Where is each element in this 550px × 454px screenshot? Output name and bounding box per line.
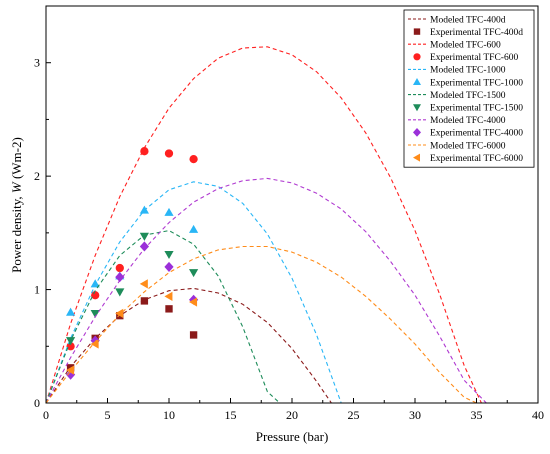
data-point-experimental-tfc-600 — [140, 147, 148, 155]
legend-label: Modeled TFC-1500 — [430, 91, 506, 101]
legend-label: Experimental TFC-4000 — [430, 129, 523, 139]
data-point-experimental-tfc-1000 — [66, 308, 75, 316]
x-tick-label: 0 — [43, 408, 49, 422]
x-axis-title: Pressure (bar) — [256, 429, 329, 444]
legend-label: Modeled TFC-600 — [430, 41, 501, 51]
legend-item: Experimental TFC-4000 — [413, 128, 523, 139]
data-point-experimental-tfc-600 — [189, 155, 197, 163]
y-axis-title-prefix: Power density, — [9, 193, 24, 273]
legend-label: Experimental TFC-6000 — [430, 154, 523, 164]
data-point-experimental-tfc-6000 — [164, 292, 172, 301]
x-axis: 0 5 10 15 20 25 30 35 40 — [43, 398, 544, 422]
data-point-experimental-tfc-1000 — [140, 206, 149, 214]
legend-label: Modeled TFC-400d — [430, 15, 506, 25]
legend-label: Modeled TFC-6000 — [430, 141, 506, 151]
data-point-experimental-tfc-6000 — [140, 279, 148, 288]
legend-item: Experimental TFC-600 — [413, 53, 518, 63]
model-curve-modeled-tfc-4000 — [46, 178, 486, 403]
y-tick-label: 2 — [34, 169, 40, 183]
data-point-experimental-tfc-600 — [165, 149, 173, 157]
data-point-experimental-tfc-600 — [116, 264, 124, 272]
legend-label: Modeled TFC-4000 — [430, 116, 506, 126]
legend-marker-swatch — [414, 28, 420, 34]
series-modeled-tfc-6000 — [46, 247, 477, 404]
legend-item: Experimental TFC-6000 — [413, 154, 523, 164]
series-modeled-tfc-400d — [46, 288, 331, 403]
legend-item: Experimental TFC-400d — [414, 28, 523, 38]
legend-label: Experimental TFC-600 — [430, 53, 518, 63]
data-point-experimental-tfc-1500 — [164, 251, 173, 259]
legend-label: Experimental TFC-1500 — [430, 104, 523, 114]
data-point-experimental-tfc-1500 — [189, 269, 198, 277]
model-curve-modeled-tfc-6000 — [46, 247, 477, 404]
data-point-experimental-tfc-1000 — [189, 225, 198, 233]
x-tick-label: 25 — [348, 408, 360, 422]
legend-marker-swatch — [413, 53, 420, 60]
series-experimental-tfc-1000 — [66, 206, 198, 316]
y-tick-label: 0 — [34, 396, 40, 410]
data-point-experimental-tfc-1500 — [115, 288, 124, 296]
series-experimental-tfc-6000 — [66, 279, 197, 374]
legend-label: Modeled TFC-1000 — [430, 66, 506, 76]
data-point-experimental-tfc-4000 — [140, 241, 149, 251]
legend: Modeled TFC-400d Experimental TFC-400d Mod… — [404, 10, 534, 167]
y-tick-label: 3 — [34, 56, 40, 70]
x-tick-label: 20 — [286, 408, 298, 422]
series-modeled-tfc-4000 — [46, 178, 486, 403]
series-experimental-tfc-1500 — [66, 233, 198, 345]
data-point-experimental-tfc-1500 — [140, 233, 149, 241]
data-point-experimental-tfc-1000 — [164, 208, 173, 216]
data-point-experimental-tfc-400d — [141, 297, 148, 304]
model-curve-modeled-tfc-400d — [46, 288, 331, 403]
data-point-experimental-tfc-400d — [165, 305, 172, 312]
x-tick-label: 5 — [105, 408, 111, 422]
x-tick-label: 35 — [471, 408, 483, 422]
series-experimental-tfc-600 — [66, 147, 197, 350]
y-axis-title: Power density, W (Wm-2) — [9, 137, 24, 273]
x-tick-label: 40 — [532, 408, 544, 422]
y-axis-title-unit: (Wm-2) — [9, 137, 24, 182]
legend-item: Experimental TFC-1500 — [413, 104, 523, 114]
legend-label: Experimental TFC-400d — [430, 28, 523, 38]
y-axis: 0 1 2 3 — [34, 56, 51, 410]
y-tick-label: 1 — [34, 283, 40, 297]
data-point-experimental-tfc-4000 — [115, 272, 124, 282]
x-tick-label: 15 — [225, 408, 237, 422]
legend-label: Experimental TFC-1000 — [430, 78, 523, 88]
x-tick-label: 30 — [409, 408, 421, 422]
data-point-experimental-tfc-400d — [190, 331, 197, 338]
legend-item: Experimental TFC-1000 — [413, 78, 523, 88]
x-tick-label: 10 — [163, 408, 175, 422]
